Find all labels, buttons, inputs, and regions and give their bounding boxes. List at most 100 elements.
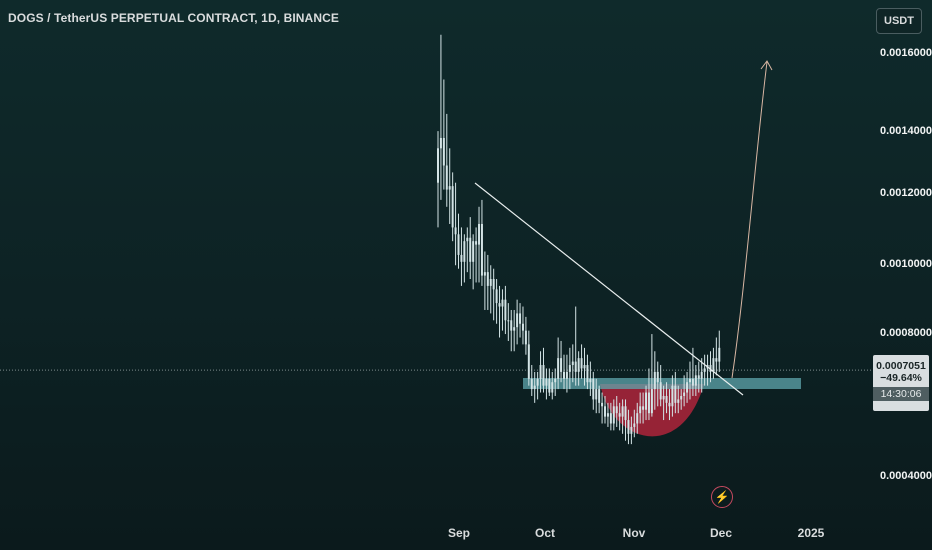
candle-body	[601, 402, 604, 407]
candle-body	[630, 426, 633, 434]
candle-body	[606, 413, 609, 417]
candle-body	[586, 365, 589, 383]
candle-body	[612, 406, 615, 424]
candle-body	[483, 272, 486, 276]
candle-body	[501, 299, 504, 307]
candle-body	[718, 347, 721, 362]
candle-body	[653, 371, 656, 390]
candle-body	[472, 241, 475, 262]
candle-body	[545, 378, 548, 386]
candle-body	[498, 303, 501, 307]
candle-body	[642, 406, 645, 410]
candle-body	[475, 241, 478, 245]
candle-body	[445, 165, 448, 190]
candle-body	[683, 392, 686, 396]
candle-body	[583, 365, 586, 369]
candle-body	[715, 358, 718, 362]
candle-body	[700, 371, 703, 379]
candle-body	[709, 365, 712, 372]
candle-body	[627, 420, 630, 434]
candle-body	[486, 272, 489, 286]
candle-body	[527, 344, 530, 379]
y-tick-label: 0.0012000	[880, 187, 932, 199]
currency-button[interactable]: USDT	[876, 8, 922, 34]
arrow-head	[760, 60, 773, 71]
candle-body	[524, 330, 527, 345]
candle-body	[633, 423, 636, 427]
candle-body	[460, 254, 463, 262]
support-zone	[523, 378, 801, 389]
candle-body	[554, 378, 557, 383]
candle-body	[677, 399, 680, 403]
candle-body	[457, 234, 460, 255]
y-tick-label: 0.0016000	[880, 47, 932, 59]
candle-body	[571, 361, 574, 366]
candle-body	[694, 375, 697, 386]
change-percent-label: −49.64%	[880, 372, 922, 384]
candle-body	[618, 413, 621, 417]
candle-body	[650, 389, 653, 414]
y-tick-label: 0.0010000	[880, 258, 932, 270]
candle-body	[478, 223, 481, 245]
x-tick-label: Dec	[709, 526, 733, 540]
chart-title: DOGS / TetherUS PERPETUAL CONTRACT, 1D, …	[8, 11, 339, 25]
candle-body	[686, 382, 689, 393]
x-tick-label: Oct	[534, 526, 556, 540]
trendline	[474, 182, 744, 396]
candle-body	[519, 313, 522, 324]
candle-body	[595, 389, 598, 400]
candle-body	[712, 358, 715, 372]
candle-body	[665, 395, 668, 403]
candle-body	[442, 137, 445, 166]
last-price-label: 0.0007051	[876, 360, 926, 372]
candle-body	[533, 385, 536, 390]
y-tick-label: 0.0008000	[880, 327, 932, 339]
candle-body	[542, 365, 545, 386]
candle-body	[668, 402, 671, 407]
candle-body	[437, 148, 439, 183]
candle-body	[448, 186, 451, 190]
candle-body	[662, 395, 665, 400]
candle-body	[703, 368, 706, 372]
candle-body	[671, 385, 674, 407]
candle-body	[592, 378, 595, 400]
candle-body	[577, 358, 580, 372]
candle-body	[557, 358, 560, 379]
candle-body	[539, 365, 542, 379]
candle-body	[439, 137, 442, 149]
candle-body	[451, 186, 454, 228]
candle-body	[469, 237, 472, 262]
lightning-icon[interactable]: ⚡	[711, 486, 733, 508]
x-tick-label: Nov	[622, 526, 646, 540]
candle-body	[507, 320, 510, 322]
candle-body	[604, 406, 607, 417]
candle-body	[656, 371, 659, 383]
candle-body	[639, 406, 642, 414]
countdown-label: 14:30:06	[873, 387, 929, 401]
candle-body	[454, 227, 457, 235]
candle-body	[574, 361, 577, 372]
candle-body	[562, 371, 565, 379]
candle-body	[530, 378, 533, 390]
y-tick-label: 0.0004000	[880, 470, 932, 482]
candle-body	[624, 406, 627, 421]
candle-body	[504, 299, 507, 321]
candle-body	[548, 378, 551, 393]
candle-body	[589, 378, 592, 383]
candle-body	[480, 223, 483, 276]
projection-arrow	[731, 61, 768, 379]
candle-body	[521, 323, 524, 331]
x-tick-label: Sep	[447, 526, 471, 540]
y-tick-label: 0.0014000	[880, 125, 932, 137]
candle-body	[636, 413, 639, 424]
candle-body	[463, 241, 466, 262]
candle-body	[680, 395, 683, 400]
candle-body	[466, 237, 469, 242]
candle-body	[674, 385, 677, 403]
candle-body	[580, 358, 583, 369]
candle-body	[565, 371, 568, 379]
candle-body	[568, 365, 571, 372]
candle-body	[492, 279, 495, 290]
candle-body	[615, 406, 618, 414]
